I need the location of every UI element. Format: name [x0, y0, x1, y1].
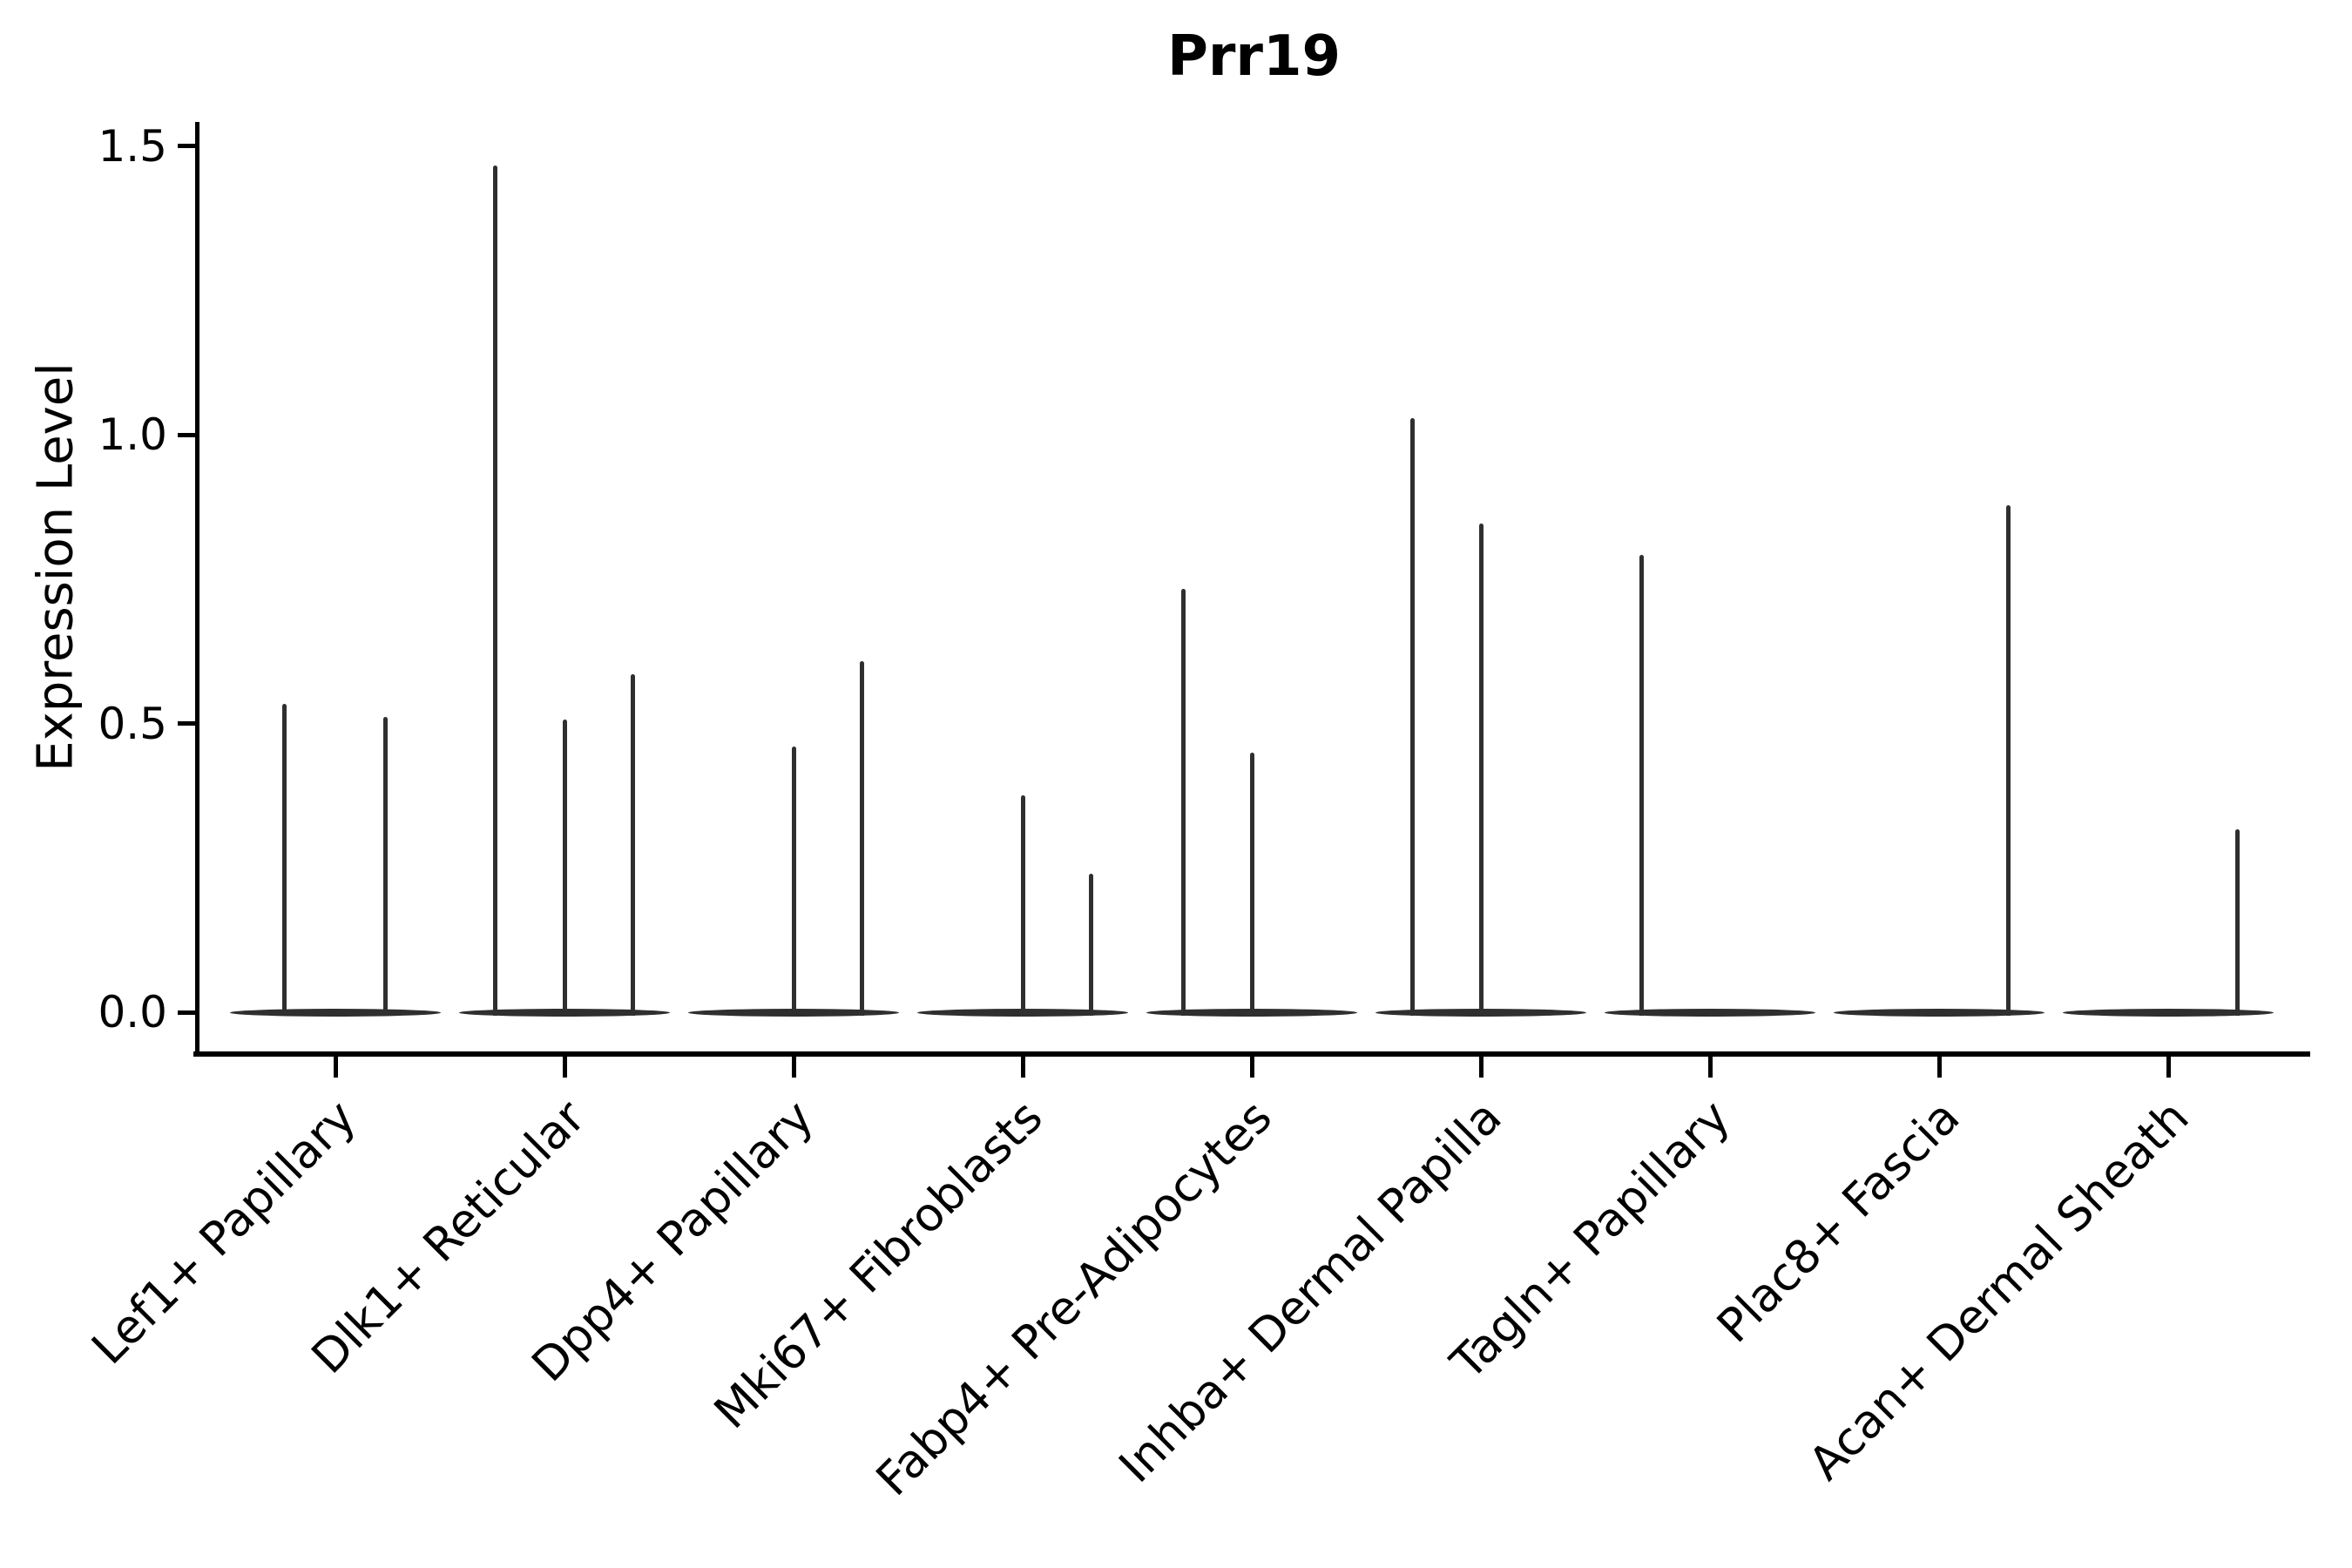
x-tick-label: Acan+ Dermal Sheath: [1798, 1090, 2200, 1491]
x-axis-spine: [193, 1051, 2310, 1057]
x-tick: [791, 1057, 796, 1078]
x-tick: [2166, 1057, 2171, 1078]
violin-spike: [860, 661, 865, 1016]
y-axis-spine: [195, 122, 199, 1057]
violin-spike: [382, 716, 388, 1016]
violin-spike: [1180, 589, 1186, 1016]
violin-spike: [1410, 418, 1416, 1016]
y-tick: [178, 144, 198, 149]
violin-spike: [1089, 873, 1094, 1016]
y-tick-label: 1.0: [98, 409, 167, 461]
x-tick-label: Plac8+ Fascia: [1707, 1090, 1970, 1354]
violin-baseline: [1605, 1008, 1815, 1017]
x-tick-label: Inhba+ Dermal Papilla: [1108, 1090, 1512, 1493]
x-tick: [1936, 1057, 1942, 1078]
violin-spike: [791, 747, 796, 1016]
violin-spike: [1479, 523, 1484, 1016]
violin-spike: [630, 674, 635, 1016]
y-tick-label: 0.0: [98, 987, 167, 1037]
violin-spike: [1020, 794, 1025, 1016]
violin-baseline: [230, 1008, 441, 1017]
violin-baseline: [2063, 1008, 2274, 1017]
y-tick: [178, 432, 198, 437]
violin-baseline: [1834, 1008, 2044, 1017]
y-tick-label: 1.5: [98, 120, 167, 172]
violin-spike: [2235, 828, 2240, 1016]
x-tick: [333, 1057, 338, 1078]
chart-title: Prr19: [1166, 24, 1342, 89]
violin-spike: [1639, 555, 1644, 1016]
x-tick: [1020, 1057, 1025, 1078]
violin-spike: [2006, 505, 2011, 1016]
x-tick: [1707, 1057, 1713, 1078]
violin-spike: [492, 165, 497, 1016]
x-tick: [1478, 1057, 1484, 1078]
y-tick: [178, 721, 198, 727]
violin-spike: [1249, 752, 1254, 1016]
x-tick-label: Fabp4+ Pre-Adipocytes: [866, 1090, 1283, 1507]
violin-spike: [562, 720, 567, 1016]
y-tick: [178, 1010, 198, 1015]
x-tick: [562, 1057, 567, 1078]
x-tick: [1249, 1057, 1254, 1078]
violin-spike: [281, 704, 287, 1016]
y-tick-label: 0.5: [98, 698, 167, 749]
